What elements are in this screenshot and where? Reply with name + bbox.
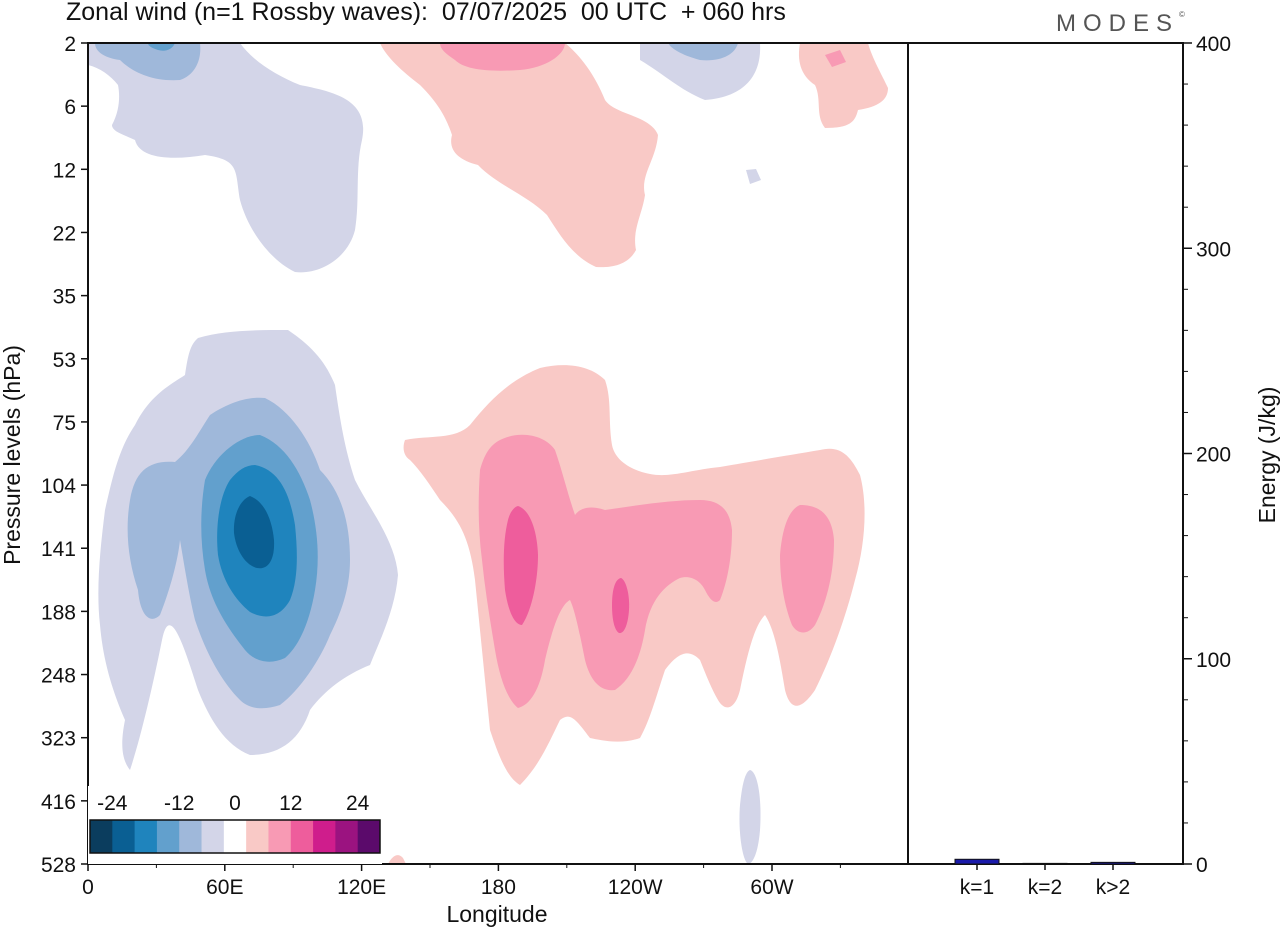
contour-upper-negative-lavender xyxy=(88,43,364,273)
x-tick-label: 60E xyxy=(206,876,243,899)
energy-category-label: k=1 xyxy=(960,876,994,899)
y-tick-label: 323 xyxy=(41,728,76,751)
energy-bars: k=1 k=2 k>2 xyxy=(954,858,1136,899)
y-tick-label: 53 xyxy=(53,349,76,372)
y-tick-label: 22 xyxy=(53,222,76,245)
energy-tick-label: 200 xyxy=(1196,444,1231,467)
y-tick-label: 6 xyxy=(64,96,76,119)
energy-tick-label: 100 xyxy=(1196,649,1231,672)
colorbar-label: 24 xyxy=(346,792,370,815)
energy-tick-label: 0 xyxy=(1196,854,1208,877)
x-tick-label: 120E xyxy=(337,876,386,899)
y-tick-label: 528 xyxy=(41,854,76,877)
contour-upper-positive-magenta xyxy=(440,43,565,71)
contour-upper-negative-core xyxy=(148,43,175,51)
contour-upper-right-lavender xyxy=(640,43,761,100)
colorbar-label: -24 xyxy=(97,792,128,815)
x-axis-title: Longitude xyxy=(446,901,547,927)
contour-tiny-pink xyxy=(388,855,406,864)
x-tick-label: 60W xyxy=(750,876,793,899)
chart-title: Zonal wind (n=1 Rossby waves): 07/07/202… xyxy=(66,0,786,26)
colorbar-swatch xyxy=(156,820,180,853)
y-axis-energy: 0 100 200 300 400 xyxy=(1183,33,1231,877)
colorbar-swatch xyxy=(223,820,247,853)
y-tick-label: 141 xyxy=(41,538,76,561)
x-tick-label: 0 xyxy=(82,876,94,899)
colorbar: -24 -12 0 12 24 xyxy=(88,786,382,864)
colorbar-swatch xyxy=(313,820,336,853)
x-axis-longitude: 0 60E 120E 180 120W 60W xyxy=(82,864,841,899)
energy-axis-title: Energy (J/kg) xyxy=(1254,387,1280,524)
y-axis-title: Pressure levels (hPa) xyxy=(0,345,25,565)
colorbar-label: -12 xyxy=(164,792,194,815)
colorbar-swatch xyxy=(268,820,292,853)
energy-category-label: k>2 xyxy=(1096,876,1130,899)
brand-name: MODES xyxy=(1056,10,1180,37)
colorbar-label: 12 xyxy=(279,792,302,815)
colorbar-swatch xyxy=(112,820,136,853)
contour-field xyxy=(88,43,888,864)
colorbar-swatch xyxy=(90,820,113,853)
y-tick-label: 35 xyxy=(53,286,76,309)
x-tick-label: 120W xyxy=(608,876,663,899)
contour-lower-tiny-lavender xyxy=(739,770,761,864)
energy-bar xyxy=(1090,861,1136,865)
energy-bar xyxy=(954,858,1000,865)
energy-tick-label: 400 xyxy=(1196,33,1231,56)
contour-upper-right-blue xyxy=(668,43,738,61)
colorbar-swatch xyxy=(357,820,381,853)
y-tick-label: 2 xyxy=(64,33,76,56)
brand-logo: MODES© xyxy=(1056,10,1185,38)
colorbar-label: 0 xyxy=(229,792,241,815)
contour-upper-far-magenta xyxy=(825,50,846,67)
colorbar-frame xyxy=(89,819,381,854)
contour-small-lavender xyxy=(746,169,761,184)
contour-upper-far-pink xyxy=(798,43,888,128)
contour-upper-positive-pink xyxy=(380,43,658,268)
colorbar-swatch xyxy=(335,820,359,853)
y-tick-label: 75 xyxy=(53,412,76,435)
y-tick-label: 12 xyxy=(53,159,76,182)
energy-tick-label: 300 xyxy=(1196,238,1231,261)
contour-lower-positive-strong-1 xyxy=(503,506,538,625)
contour-lower-positive-magenta xyxy=(478,434,732,708)
colorbar-swatch xyxy=(246,820,269,853)
contour-upper-negative-blue xyxy=(95,43,201,81)
x-tick-label: 180 xyxy=(481,876,516,899)
y-axis-pressure: 2 6 12 22 35 53 75 104 141 188 248 323 416 528 xyxy=(41,33,88,877)
colorbar-swatch xyxy=(290,820,314,853)
y-tick-label: 104 xyxy=(41,475,76,498)
y-tick-label: 248 xyxy=(41,665,76,688)
colorbar-swatch xyxy=(201,820,225,853)
contour-lower-positive-magenta-east xyxy=(780,505,834,633)
brand-mark: © xyxy=(1179,10,1185,19)
colorbar-swatch xyxy=(134,820,158,853)
y-tick-label: 188 xyxy=(41,601,76,624)
contour-lower-negative-core xyxy=(233,496,275,569)
contour-lower-positive-strong-2 xyxy=(612,578,630,634)
energy-category-label: k=2 xyxy=(1028,876,1062,899)
energy-plot-frame xyxy=(907,42,1184,865)
colorbar-swatch xyxy=(179,820,203,853)
y-tick-label: 416 xyxy=(41,791,76,814)
